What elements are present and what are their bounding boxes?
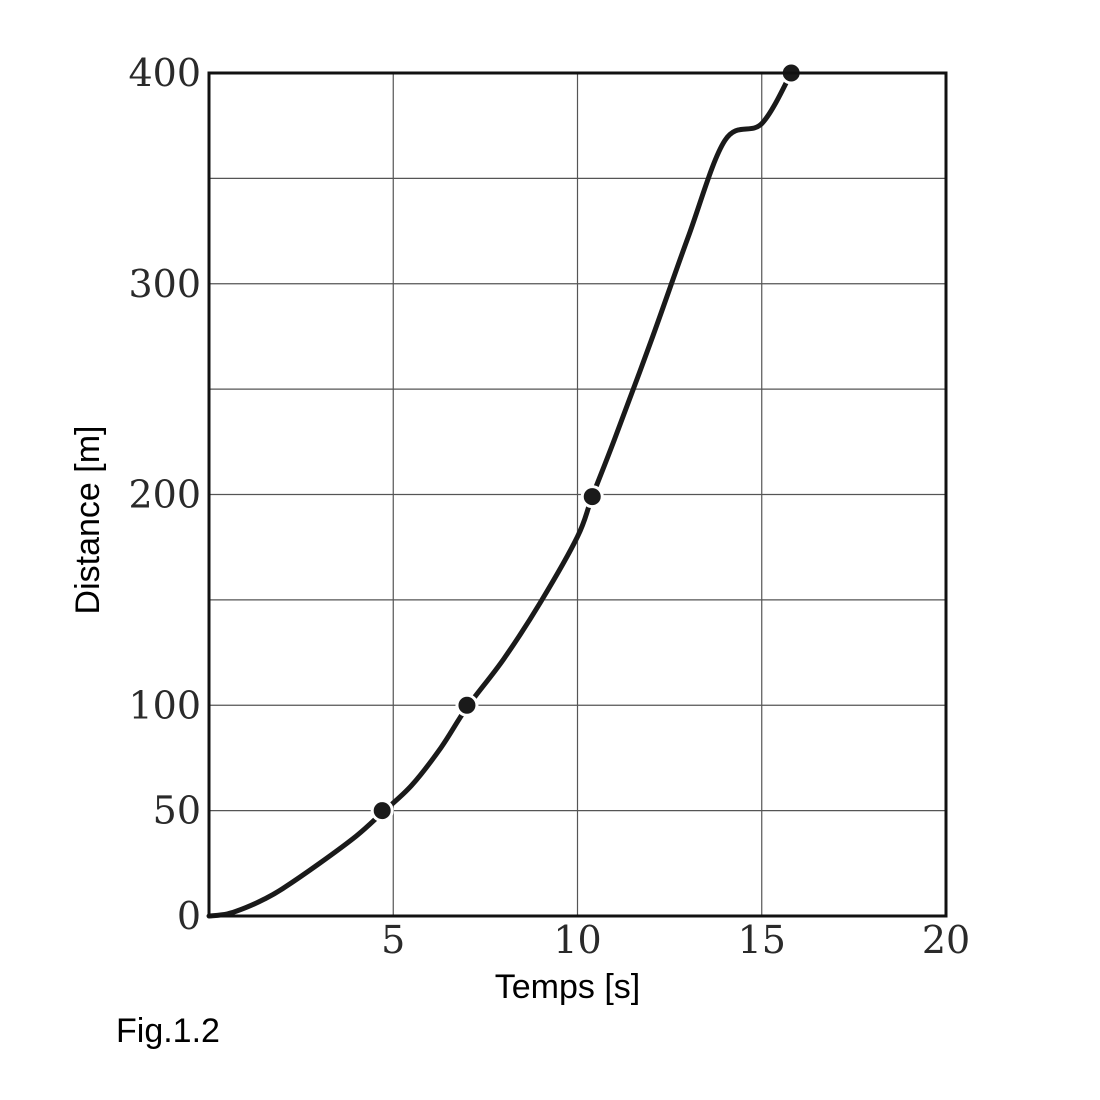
distance-curve: [206, 70, 794, 919]
y-tick-label: 100: [128, 683, 201, 727]
y-tick-label: 0: [177, 894, 201, 938]
x-tick-label: 10: [553, 918, 601, 962]
y-tick-labels: 0 50 100 200 300 400: [128, 51, 201, 938]
curve-group: [206, 70, 794, 919]
y-tick-label: 400: [128, 51, 201, 95]
x-tick-labels: 5 10 15 20: [381, 918, 970, 962]
marker-group: [370, 61, 803, 823]
y-tick-label: 200: [128, 473, 201, 517]
y-axis-title: Distance [m]: [69, 426, 107, 615]
grid: [209, 73, 946, 916]
x-axis-title: Temps [s]: [495, 968, 640, 1006]
plot-frame: [207, 71, 948, 918]
data-point-marker: [580, 485, 604, 509]
x-tick-label: 15: [738, 918, 786, 962]
x-tick-label: 20: [922, 918, 970, 962]
figure-caption: Fig.1.2: [116, 1012, 220, 1050]
data-point-marker: [455, 693, 479, 717]
data-point-marker: [370, 799, 394, 823]
x-tick-label: 5: [381, 918, 405, 962]
y-tick-label: 300: [128, 262, 201, 306]
y-tick-label: 50: [153, 789, 201, 833]
